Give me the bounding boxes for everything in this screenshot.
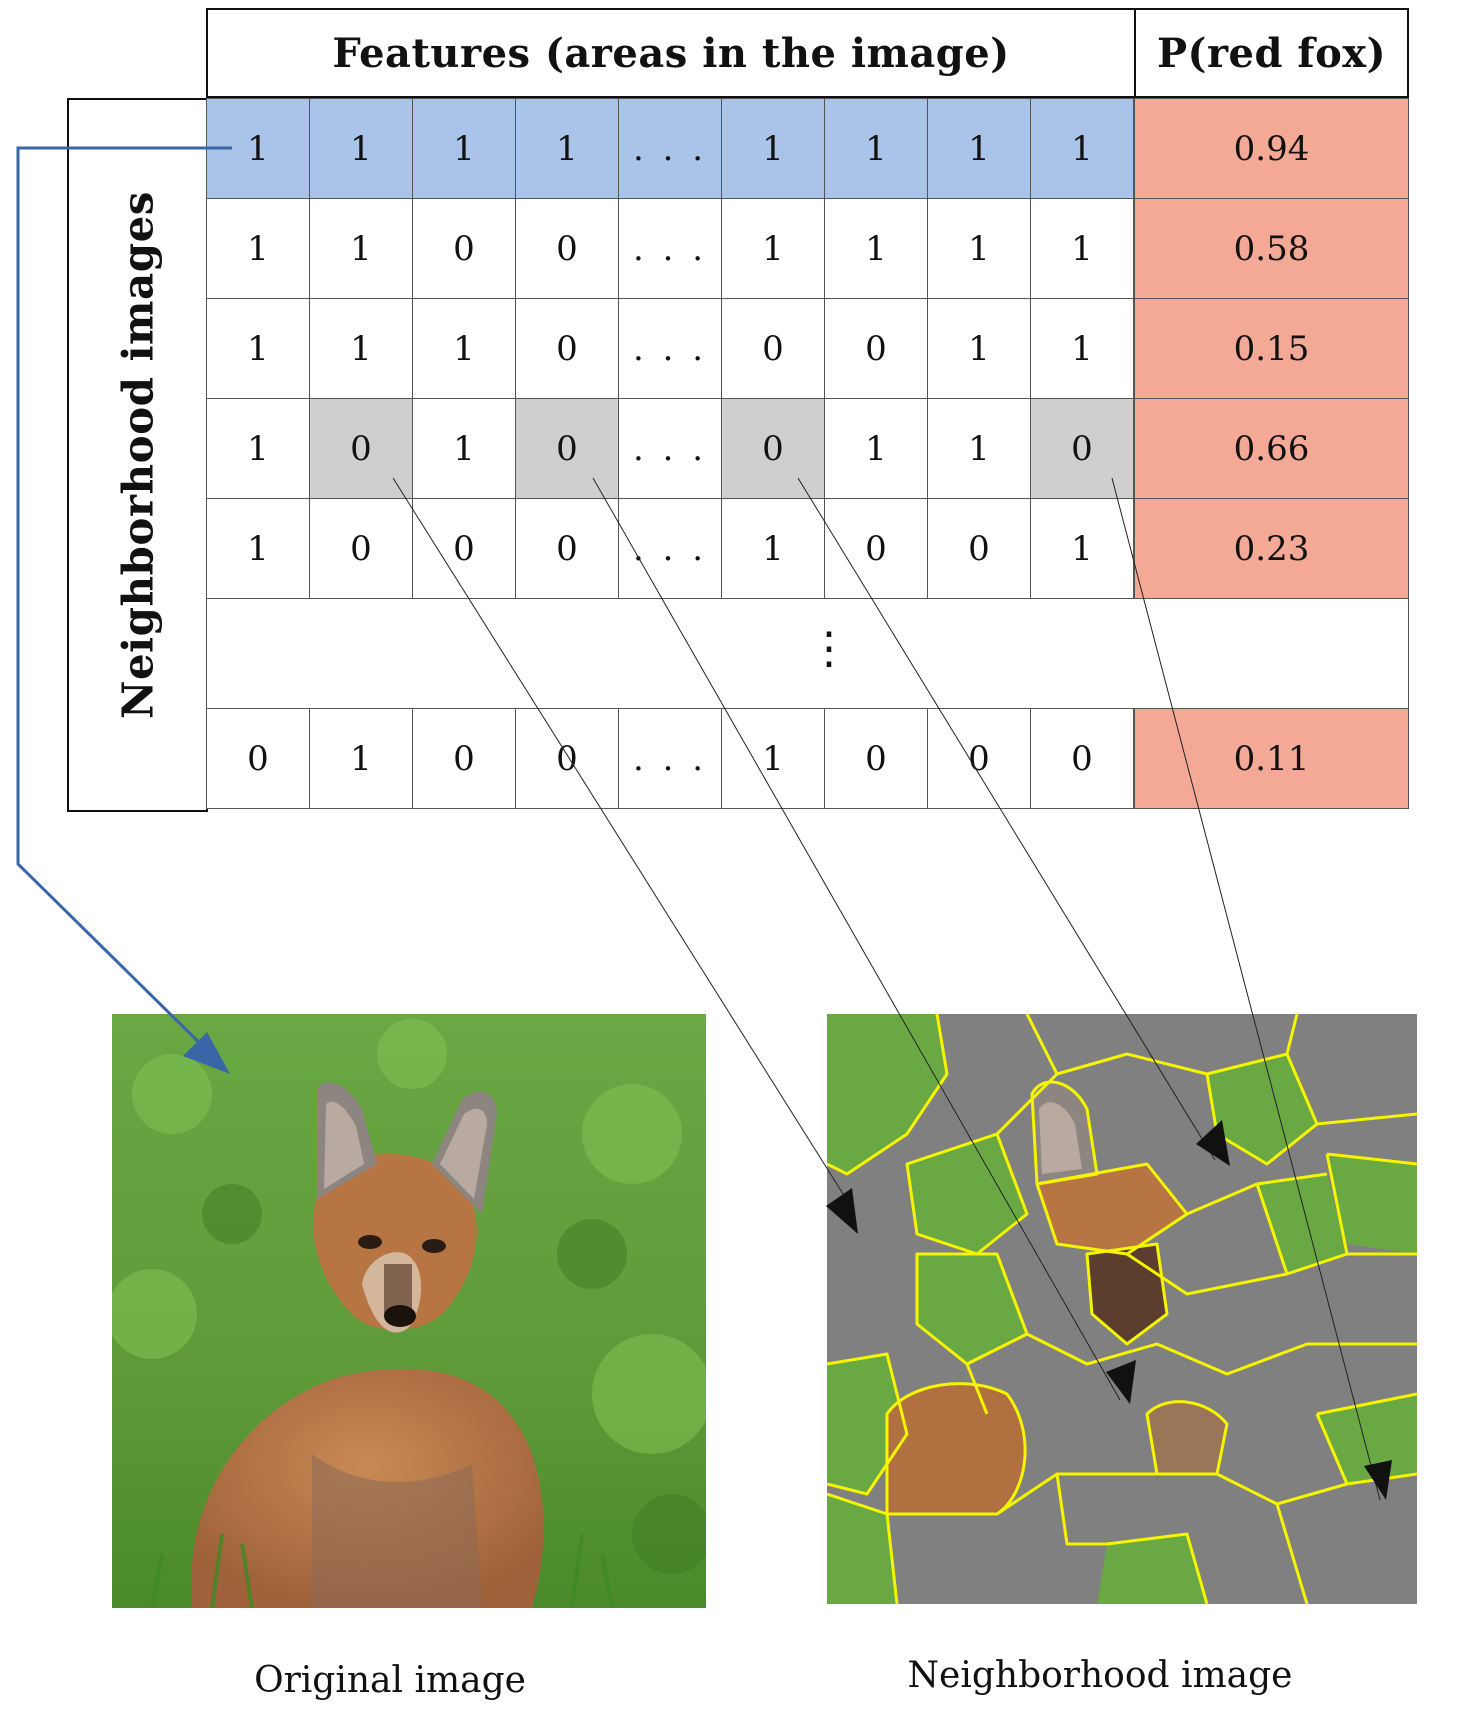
table-cell: 1 xyxy=(721,498,825,599)
table-cell: 0 xyxy=(515,708,619,809)
table-cell: 1 xyxy=(412,98,516,199)
table-cell: 1 xyxy=(721,98,825,199)
table-cell: 0 xyxy=(515,398,619,499)
neighborhood-image xyxy=(827,1014,1417,1604)
table-cell: 1 xyxy=(927,198,1031,299)
probability-cell: 0.94 xyxy=(1134,98,1409,199)
table-cell: . . . xyxy=(618,708,722,809)
vertical-ellipsis: ⋮ xyxy=(807,623,851,674)
table-cell: 1 xyxy=(515,98,619,199)
table-cell: 0 xyxy=(515,198,619,299)
table-cell: 0 xyxy=(927,708,1031,809)
table-cell: 0 xyxy=(515,298,619,399)
table-cell: 1 xyxy=(309,198,413,299)
table-cell: 0 xyxy=(1030,398,1134,499)
original-image-caption: Original image xyxy=(254,1660,526,1701)
table-cell: 1 xyxy=(824,98,928,199)
table-cell: 1 xyxy=(206,398,310,499)
table-cell: . . . xyxy=(618,98,722,199)
probability-header-label: P(red fox) xyxy=(1156,29,1387,77)
table-cell: 1 xyxy=(927,298,1031,399)
table-cell: 1 xyxy=(1030,498,1134,599)
table-cell: 0 xyxy=(824,708,928,809)
table-cell: 1 xyxy=(1030,198,1134,299)
table-cell: 1 xyxy=(412,298,516,399)
row-header: Neighborhood images xyxy=(67,98,208,812)
table-cell: 1 xyxy=(927,98,1031,199)
table-cell: 1 xyxy=(721,198,825,299)
table-cell: 0 xyxy=(412,498,516,599)
table-cell: 1 xyxy=(309,298,413,399)
table-cell: 1 xyxy=(206,98,310,199)
table-cell: 1 xyxy=(206,498,310,599)
table-cell: . . . xyxy=(618,498,722,599)
probability-cell: 0.11 xyxy=(1134,708,1409,809)
probability-cell: 0.66 xyxy=(1134,398,1409,499)
features-header-label: Features (areas in the image) xyxy=(332,29,1010,77)
table-cell: 1 xyxy=(206,298,310,399)
table-cell: 0 xyxy=(721,298,825,399)
original-image xyxy=(112,1014,706,1608)
table-cell: 0 xyxy=(309,498,413,599)
table-cell: 0 xyxy=(206,708,310,809)
table-cell: 0 xyxy=(412,708,516,809)
probability-header: P(red fox) xyxy=(1134,8,1409,98)
table-cell: 0 xyxy=(721,398,825,499)
table-cell: 0 xyxy=(309,398,413,499)
neighborhood-image-art xyxy=(827,1014,1417,1604)
neighborhood-image-caption: Neighborhood image xyxy=(907,1655,1293,1696)
table-cell: 1 xyxy=(206,198,310,299)
table-cell: 0 xyxy=(1030,708,1134,809)
table-cell: 1 xyxy=(1030,298,1134,399)
table-cell: 0 xyxy=(824,498,928,599)
table-cell: . . . xyxy=(618,298,722,399)
table-cell: 1 xyxy=(309,708,413,809)
table-cell: . . . xyxy=(618,398,722,499)
probability-cell: 0.58 xyxy=(1134,198,1409,299)
table-cell: . . . xyxy=(618,198,722,299)
table-cell: 0 xyxy=(927,498,1031,599)
probability-cell: 0.15 xyxy=(1134,298,1409,399)
table-cell: 0 xyxy=(412,198,516,299)
features-header: Features (areas in the image) xyxy=(206,8,1136,98)
table-cell: 1 xyxy=(824,198,928,299)
table-cell: 1 xyxy=(824,398,928,499)
row-header-label: Neighborhood images xyxy=(113,191,162,719)
table-cell: 0 xyxy=(515,498,619,599)
table-cell: 1 xyxy=(721,708,825,809)
probability-cell: 0.23 xyxy=(1134,498,1409,599)
original-image-art xyxy=(112,1014,706,1608)
table-cell: 1 xyxy=(1030,98,1134,199)
table-cell: 1 xyxy=(412,398,516,499)
ellipsis-row: ⋮ xyxy=(206,598,1409,709)
table-cell: 1 xyxy=(927,398,1031,499)
table-cell: 0 xyxy=(824,298,928,399)
table-cell: 1 xyxy=(309,98,413,199)
